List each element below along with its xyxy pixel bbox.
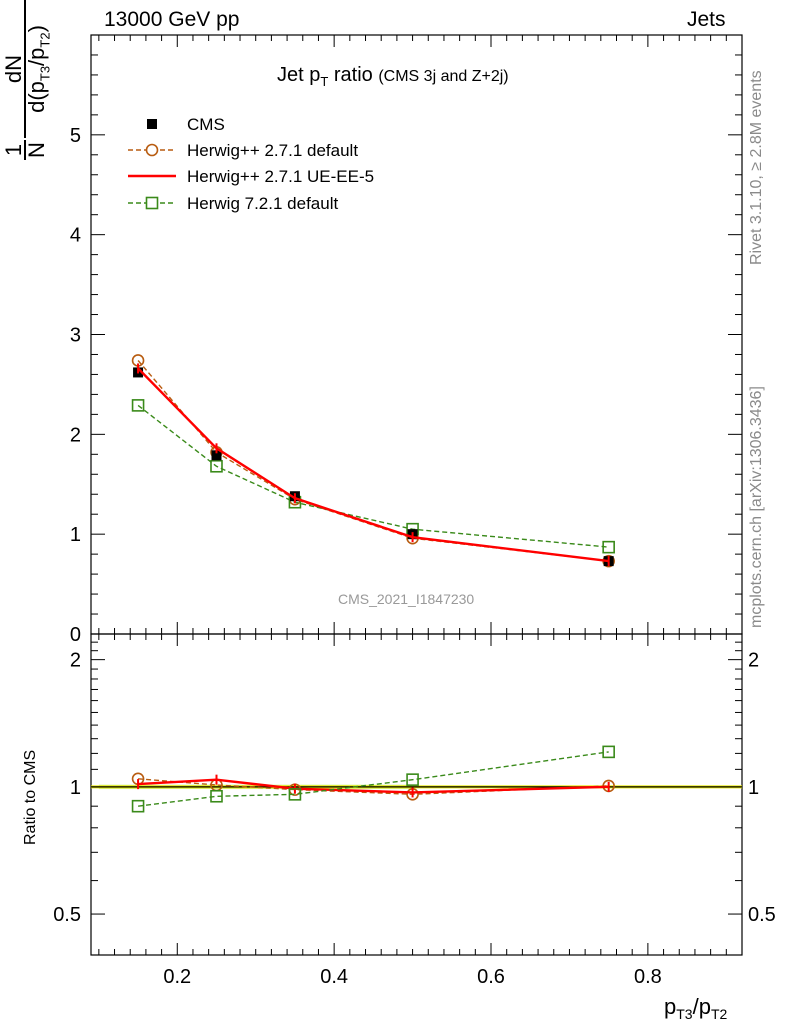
ratio-y-tick-label-left: 2: [70, 650, 81, 672]
legend-entry-label: CMS: [187, 115, 225, 134]
main-series-line: [137, 367, 609, 563]
ratio-y-tick-label-left: 0.5: [53, 904, 81, 926]
ratio-square-marker: [131, 799, 145, 813]
ratio-y-tick-label-left: 1: [70, 777, 81, 799]
legend-cms-marker: [147, 119, 157, 129]
header-energy-label: 13000 GeV pp: [104, 8, 240, 31]
ratio-square-marker: [406, 773, 419, 786]
main-y-tick-label: 0: [70, 624, 81, 646]
xlabel-mid: /p: [692, 993, 711, 1019]
legend-entry-label: Herwig 7.2.1 default: [187, 194, 338, 213]
title-note-text: (CMS 3j and Z+2j): [378, 68, 509, 85]
legend-square-marker: [145, 196, 159, 210]
legend-circle-marker: [145, 143, 159, 157]
x-tick-label: 0.2: [163, 966, 191, 988]
ratio-y-tick-label-right: 1: [748, 777, 759, 799]
x-axis-label: pT3/pT2: [664, 994, 727, 1022]
x-tick-label: 0.8: [634, 966, 662, 988]
x-tick-label: 0.4: [320, 966, 348, 988]
main-square-marker: [602, 540, 615, 554]
main-plot-title: Jet pT ratio (CMS 3j and Z+2j): [277, 64, 509, 89]
ratio-y-tick-label-right: 2: [748, 650, 759, 672]
main-square-marker: [210, 459, 223, 473]
main-y-tick-label: 2: [70, 424, 81, 446]
ratio-square-marker: [210, 789, 223, 803]
ratio-plot-frame: [90, 633, 743, 956]
title-main-text: Jet p: [277, 64, 321, 86]
xlabel-sub1: T3: [676, 1006, 693, 1023]
ratio-series-line: [138, 751, 609, 807]
main-y-tick-label: 3: [70, 325, 81, 347]
main-series-line: [137, 404, 609, 548]
main-y-tick-label: 1: [70, 524, 81, 546]
header-jets-label: Jets: [687, 8, 726, 31]
xlabel-p: p: [664, 993, 677, 1019]
ratio-square-marker: [288, 788, 302, 801]
ratio-square-marker: [602, 745, 615, 759]
title-subscript: T: [320, 74, 329, 89]
ratio-y-tick-label-right: 0.5: [748, 904, 776, 926]
main-square-marker: [131, 399, 145, 412]
main-y-tick-label: 5: [70, 125, 81, 147]
legend-entry-label: Herwig++ 2.7.1 UE-EE-5: [187, 167, 374, 186]
title-word-text: ratio: [333, 64, 373, 86]
main-y-tick-label: 4: [70, 225, 81, 247]
main-cms-point: [211, 450, 222, 461]
analysis-id-label: CMS_2021_I1847230: [338, 591, 475, 607]
xlabel-sub2: T2: [710, 1006, 728, 1023]
x-tick-label: 0.6: [477, 966, 505, 988]
legend-entry-label: Herwig++ 2.7.1 default: [187, 141, 358, 160]
